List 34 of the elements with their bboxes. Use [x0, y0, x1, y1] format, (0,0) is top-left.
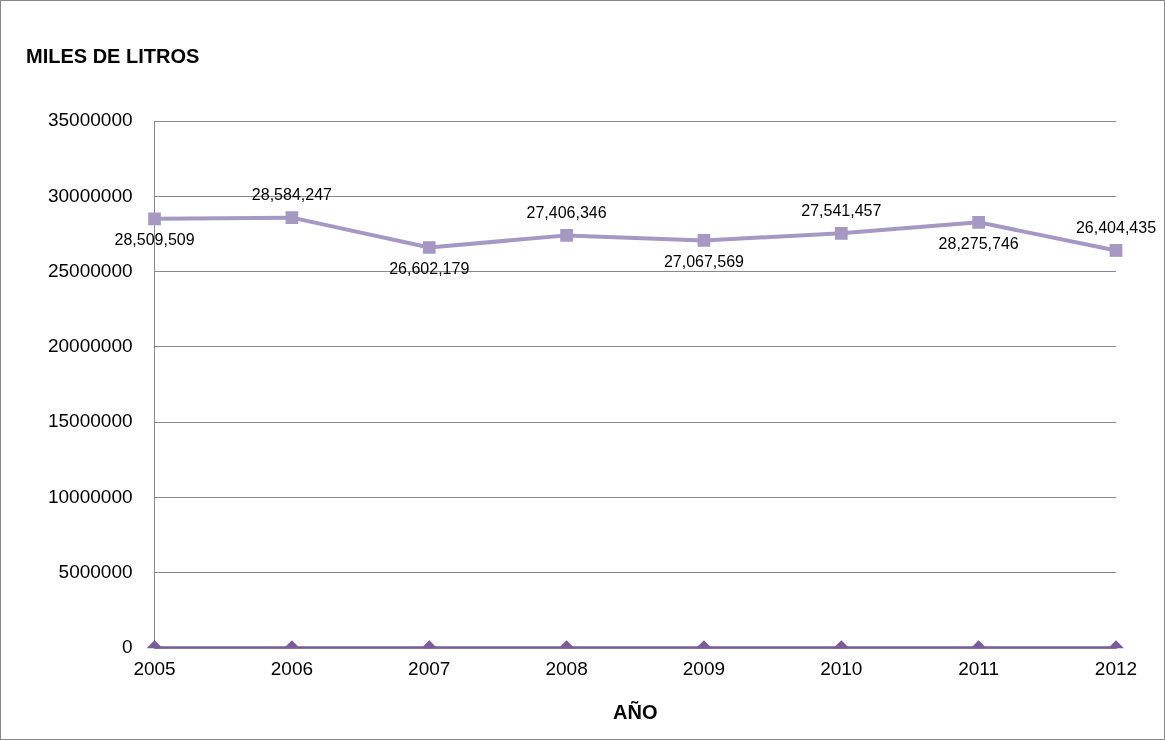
y-tick-label: 5000000 [58, 561, 133, 583]
x-tick-label: 2005 [133, 657, 176, 679]
data-label: 27,067,569 [663, 252, 745, 270]
point [285, 211, 299, 224]
y-tick-label: 35000000 [47, 109, 133, 131]
data-label: 28,509,509 [114, 231, 195, 249]
y-tick-label: 20000000 [47, 335, 133, 357]
data-label: 28,275,746 [938, 234, 1019, 252]
x-tick-label: 2011 [958, 657, 1000, 679]
x-tick-label: 2007 [408, 657, 451, 679]
point [697, 234, 711, 247]
x-tick-label: 2010 [820, 657, 863, 679]
point [560, 229, 573, 242]
data-label: 26,602,179 [389, 259, 470, 277]
y-tick-label: 25000000 [47, 259, 133, 281]
y-tick-label: 10000000 [47, 485, 133, 507]
point [972, 215, 986, 229]
point [422, 241, 436, 254]
point [834, 226, 848, 240]
x-tick-label: 2009 [682, 657, 726, 679]
x-axis-title: AÑO [613, 700, 658, 723]
data-label: 27,406,346 [526, 203, 607, 221]
data-label: 28,584,247 [251, 186, 333, 204]
x-tick-label: 2006 [270, 657, 314, 679]
y-tick-label: 30000000 [47, 184, 133, 206]
x-tick-label: 2012 [1094, 657, 1138, 679]
x-tick-label: 2008 [545, 657, 588, 679]
point [1109, 244, 1123, 257]
data-label: 26,404,435 [1075, 218, 1157, 236]
y-tick-label: 0 [121, 636, 133, 658]
chart-title: MILES DE LITROS [26, 44, 200, 67]
data-label: 27,541,457 [801, 201, 882, 219]
y-tick-label: 15000000 [47, 410, 133, 432]
point [148, 212, 161, 226]
